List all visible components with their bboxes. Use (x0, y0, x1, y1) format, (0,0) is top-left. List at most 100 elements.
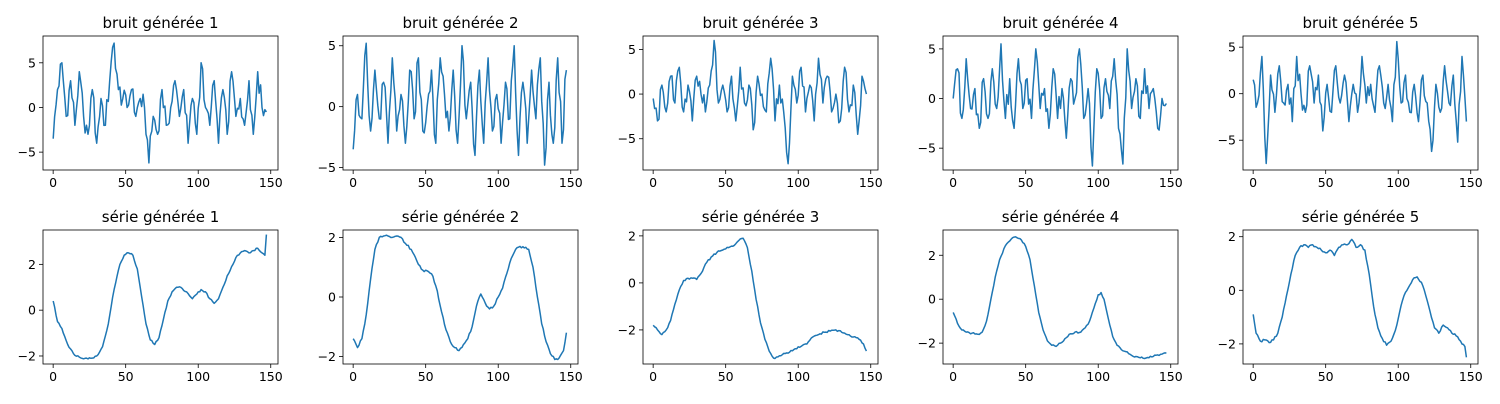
subplot-title: bruit générée 3 (702, 14, 818, 32)
x-tick-label: 150 (859, 175, 883, 190)
x-tick-label: 0 (949, 369, 957, 384)
x-tick-label: 100 (786, 369, 810, 384)
subplot-4: bruit générée 4 0 50 100 150 −5 0 5 (918, 14, 1183, 190)
axes-frame (342, 35, 579, 171)
y-tick-label: 2 (1228, 229, 1236, 244)
subplot-6: série générée 1 0 50 100 150 −2 0 2 (18, 208, 283, 384)
x-tick-label: 150 (559, 175, 583, 190)
subplot-title: série générée 4 (1002, 208, 1119, 226)
x-tick-label: 100 (1386, 369, 1410, 384)
x-tick-label: 0 (49, 175, 57, 190)
series-line (52, 42, 268, 164)
series-line (1252, 40, 1468, 165)
x-tick-label: 50 (118, 369, 134, 384)
y-tick-label: 0 (628, 87, 636, 102)
x-tick-label: 100 (786, 175, 810, 190)
y-tick-label: 2 (628, 228, 636, 243)
subplot-title: série générée 5 (1302, 208, 1419, 226)
y-tick-label: 0 (328, 290, 336, 305)
x-tick-label: 0 (349, 175, 357, 190)
y-tick-label: 0 (328, 99, 336, 114)
subplot-title: série générée 3 (702, 208, 819, 226)
series-line (352, 234, 568, 361)
y-tick-label: −5 (318, 160, 336, 175)
y-tick-label: 5 (1228, 40, 1236, 55)
x-tick-label: 50 (1018, 175, 1034, 190)
subplot-2: bruit générée 2 0 50 100 150 −5 0 5 (318, 14, 583, 190)
subplot-title: bruit générée 2 (402, 14, 518, 32)
x-tick-label: 50 (1318, 175, 1334, 190)
y-tick-label: 5 (28, 55, 36, 70)
subplot-title: bruit générée 5 (1302, 14, 1418, 32)
y-tick-label: −2 (1218, 336, 1236, 351)
x-tick-label: 50 (418, 175, 434, 190)
y-tick-label: −5 (918, 141, 936, 156)
axes-frame (1242, 229, 1479, 365)
subplot-title: série générée 1 (102, 208, 219, 226)
x-tick-label: 100 (486, 369, 510, 384)
axes-frame (642, 35, 879, 171)
y-tick-label: 0 (628, 275, 636, 290)
x-tick-label: 0 (949, 175, 957, 190)
axes-frame (42, 229, 279, 365)
axes-frame (1242, 35, 1479, 171)
x-tick-label: 0 (1249, 175, 1257, 190)
x-tick-label: 150 (259, 369, 283, 384)
subplot-7: série générée 2 0 50 100 150 −2 0 2 (318, 208, 583, 384)
x-tick-label: 150 (1159, 369, 1183, 384)
x-tick-label: 50 (1018, 369, 1034, 384)
x-tick-label: 0 (649, 369, 657, 384)
x-tick-label: 150 (1459, 175, 1483, 190)
subplot-8: série générée 3 0 50 100 150 −2 0 2 (618, 208, 883, 384)
subplot-1: bruit générée 1 0 50 100 150 −5 0 5 (18, 14, 283, 190)
subplot-title: série générée 2 (402, 208, 519, 226)
y-tick-label: 2 (928, 248, 936, 263)
y-tick-label: −2 (18, 348, 36, 363)
axes-frame (642, 229, 879, 365)
y-tick-label: −5 (618, 131, 636, 146)
y-tick-label: 0 (28, 100, 36, 115)
y-tick-label: 5 (328, 38, 336, 53)
x-tick-label: 50 (718, 175, 734, 190)
x-tick-label: 0 (649, 175, 657, 190)
y-tick-label: 5 (628, 42, 636, 57)
y-tick-label: −5 (1218, 133, 1236, 148)
axes-frame (942, 35, 1179, 171)
x-tick-label: 100 (1086, 369, 1110, 384)
x-tick-label: 150 (1459, 369, 1483, 384)
y-tick-label: −2 (618, 322, 636, 337)
subplot-9: série générée 4 0 50 100 150 −2 0 2 (918, 208, 1183, 384)
x-tick-label: 150 (859, 369, 883, 384)
y-tick-label: 2 (328, 230, 336, 245)
x-tick-label: 100 (486, 175, 510, 190)
series-line (952, 43, 1168, 167)
y-tick-label: 0 (928, 292, 936, 307)
subplot-5: bruit générée 5 0 50 100 150 −5 0 5 (1218, 14, 1483, 190)
series-line (52, 234, 268, 360)
subplot-10: série générée 5 0 50 100 150 −2 0 2 (1218, 208, 1483, 384)
x-tick-label: 0 (349, 369, 357, 384)
x-tick-label: 0 (49, 369, 57, 384)
subplot-3: bruit générée 3 0 50 100 150 −5 0 5 (618, 14, 883, 190)
axes-frame (342, 229, 579, 365)
axes-frame (42, 35, 279, 171)
y-tick-label: −2 (918, 336, 936, 351)
series-line (1252, 238, 1468, 358)
y-tick-label: 0 (1228, 86, 1236, 101)
y-tick-label: −2 (318, 349, 336, 364)
x-tick-label: 100 (186, 369, 210, 384)
x-tick-label: 150 (259, 175, 283, 190)
x-tick-label: 50 (418, 369, 434, 384)
y-tick-label: 0 (1228, 283, 1236, 298)
y-tick-label: 2 (28, 257, 36, 272)
subplot-title: bruit générée 1 (102, 14, 218, 32)
y-tick-label: 0 (928, 91, 936, 106)
axes-frame (942, 229, 1179, 365)
x-tick-label: 150 (559, 369, 583, 384)
x-tick-label: 100 (1386, 175, 1410, 190)
x-tick-label: 0 (1249, 369, 1257, 384)
x-tick-label: 100 (1086, 175, 1110, 190)
series-line (652, 39, 868, 165)
